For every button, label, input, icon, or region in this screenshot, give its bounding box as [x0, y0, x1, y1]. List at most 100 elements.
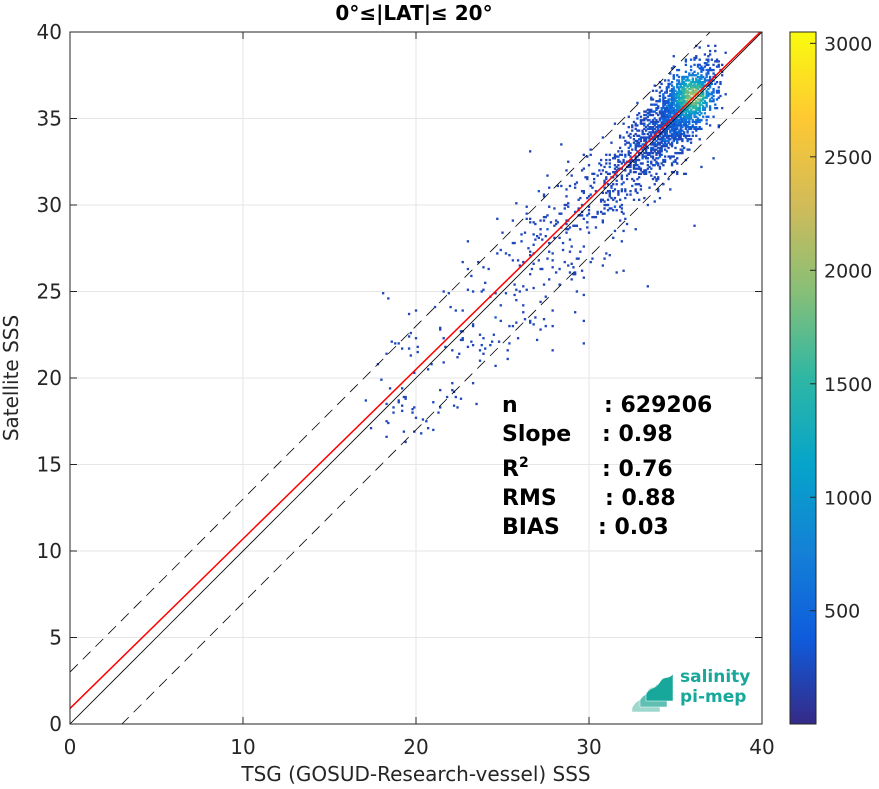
heatmap-cell	[679, 96, 682, 99]
heatmap-cell	[662, 117, 665, 120]
heatmap-cell	[663, 138, 667, 141]
heatmap-cell	[636, 139, 639, 143]
heatmap-cell	[688, 113, 691, 117]
heatmap-cell	[698, 94, 701, 98]
heatmap-cell	[612, 236, 615, 240]
heatmap-cell	[672, 131, 675, 134]
heatmap-cell	[684, 96, 688, 99]
heatmap-cell	[698, 86, 701, 89]
heatmap-cell	[586, 226, 589, 229]
heatmap-cell	[676, 82, 679, 86]
heatmap-cell	[658, 134, 662, 137]
y-tick-label: 10	[37, 539, 62, 563]
heatmap-cell	[568, 271, 572, 274]
heatmap-cell	[662, 122, 665, 125]
heatmap-cell	[669, 108, 672, 112]
heatmap-cell	[705, 119, 708, 122]
heatmap-cell	[618, 134, 622, 137]
heatmap-cell	[650, 134, 653, 137]
heatmap-cell	[688, 112, 691, 115]
heatmap-cell	[691, 79, 694, 82]
heatmap-cell	[689, 108, 693, 112]
heatmap-cell	[523, 318, 527, 321]
heatmap-cell	[681, 120, 684, 124]
y-tick-label: 15	[37, 453, 62, 477]
heatmap-cell	[669, 124, 672, 127]
heatmap-cell	[700, 81, 703, 84]
heatmap-cell	[676, 91, 679, 94]
heatmap-cell	[703, 100, 707, 103]
heatmap-cell	[651, 89, 655, 92]
heatmap-cell	[676, 134, 679, 137]
heatmap-cell	[622, 136, 625, 139]
heatmap-cell	[596, 212, 599, 215]
heatmap-cell	[641, 136, 644, 139]
heatmap-cell	[508, 342, 511, 345]
heatmap-cell	[684, 84, 688, 87]
heatmap-cell	[625, 131, 629, 134]
heatmap-cell	[529, 217, 532, 221]
heatmap-cell	[676, 74, 679, 77]
heatmap-cell	[638, 138, 641, 141]
heatmap-cell	[641, 148, 644, 151]
heatmap-cell	[506, 357, 509, 361]
heatmap-cell	[681, 103, 684, 106]
heatmap-cell	[691, 103, 694, 106]
heatmap-cell	[525, 212, 528, 215]
heatmap-cell	[686, 106, 689, 110]
heatmap-cell	[653, 122, 656, 125]
heatmap-cell	[676, 105, 679, 108]
heatmap-cell	[546, 174, 549, 177]
heatmap-cell	[613, 196, 617, 200]
heatmap-cell	[589, 193, 592, 196]
heatmap-cell	[689, 82, 693, 86]
heatmap-cell	[539, 328, 542, 331]
heatmap-cell	[681, 77, 684, 80]
x-tick-label: 10	[230, 735, 255, 759]
heatmap-cell	[409, 354, 412, 357]
heatmap-cell	[653, 124, 656, 127]
heatmap-cell	[653, 176, 656, 179]
heatmap-cell	[634, 127, 637, 131]
heatmap-cell	[695, 101, 698, 105]
heatmap-cell	[511, 324, 515, 328]
heatmap-cell	[615, 200, 618, 203]
heatmap-cell	[688, 138, 691, 141]
heatmap-cell	[587, 209, 591, 212]
heatmap-cell	[525, 217, 528, 221]
heatmap-cell	[662, 145, 665, 148]
heatmap-cell	[624, 169, 627, 172]
heatmap-cell	[563, 207, 566, 210]
heatmap-cell	[608, 207, 611, 210]
heatmap-cell	[696, 101, 700, 105]
heatmap-cell	[719, 94, 722, 98]
heatmap-cell	[663, 148, 667, 151]
heatmap-cell	[682, 124, 686, 127]
heatmap-cell	[703, 108, 707, 112]
heatmap-cell	[689, 112, 693, 115]
heatmap-cell	[638, 167, 641, 170]
heatmap-cell	[480, 343, 483, 347]
heatmap-cell	[669, 106, 672, 110]
heatmap-cell	[665, 132, 669, 136]
heatmap-cell	[672, 160, 675, 163]
heatmap-cell	[638, 198, 641, 201]
heatmap-cell	[644, 138, 648, 141]
heatmap-cell	[715, 106, 719, 110]
heatmap-cell	[691, 89, 694, 92]
heatmap-cell	[676, 96, 679, 99]
heatmap-cell	[681, 132, 684, 136]
heatmap-cell	[686, 86, 689, 89]
heatmap-cell	[698, 79, 701, 82]
heatmap-cell	[632, 164, 636, 167]
heatmap-cell	[644, 148, 648, 151]
heatmap-cell	[591, 215, 594, 219]
heatmap-cell	[579, 250, 582, 253]
heatmap-cell	[708, 53, 712, 56]
heatmap-cell	[511, 219, 515, 222]
heatmap-cell	[670, 143, 674, 146]
heatmap-cell	[643, 136, 646, 139]
heatmap-cell	[693, 103, 696, 106]
heatmap-cell	[662, 143, 665, 146]
heatmap-cell	[546, 228, 549, 231]
